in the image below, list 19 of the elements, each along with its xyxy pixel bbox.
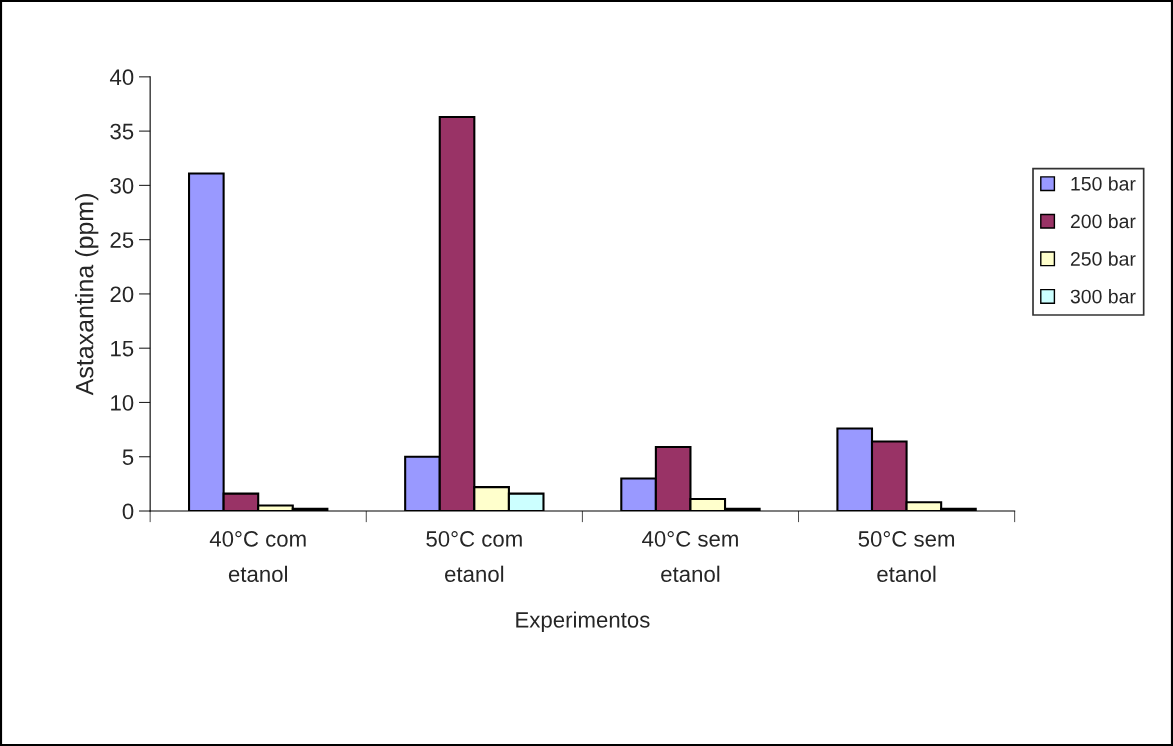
y-tick-label: 40	[109, 69, 134, 86]
legend-label: 200 bar	[1070, 213, 1136, 229]
x-tick-label: 40°C sem etanol	[642, 531, 738, 582]
y-axis-title: Astaxantina (ppm)	[75, 194, 99, 396]
x-tick-label: 50°C sem etanol	[858, 531, 955, 582]
y-tick-label: 15	[111, 340, 134, 357]
legend-label: 150 bar	[1071, 176, 1136, 191]
y-tick-label: 20	[110, 286, 134, 303]
y-tick-label: 0	[122, 503, 134, 520]
legend-label: 300 bar	[1070, 289, 1136, 304]
x-tick-label: 40°C com etanol	[209, 531, 306, 582]
legend-label: 250 bar	[1070, 251, 1136, 266]
y-tick-label: 5	[122, 449, 134, 466]
x-tick-label: 50°C com etanol	[426, 531, 522, 582]
y-tick-label: 25	[110, 232, 134, 248]
x-axis-title: Experimentos	[516, 611, 650, 633]
y-tick-label: 10	[111, 395, 134, 411]
y-tick-label: 30	[110, 177, 134, 194]
y-tick-label: 35	[110, 123, 134, 140]
